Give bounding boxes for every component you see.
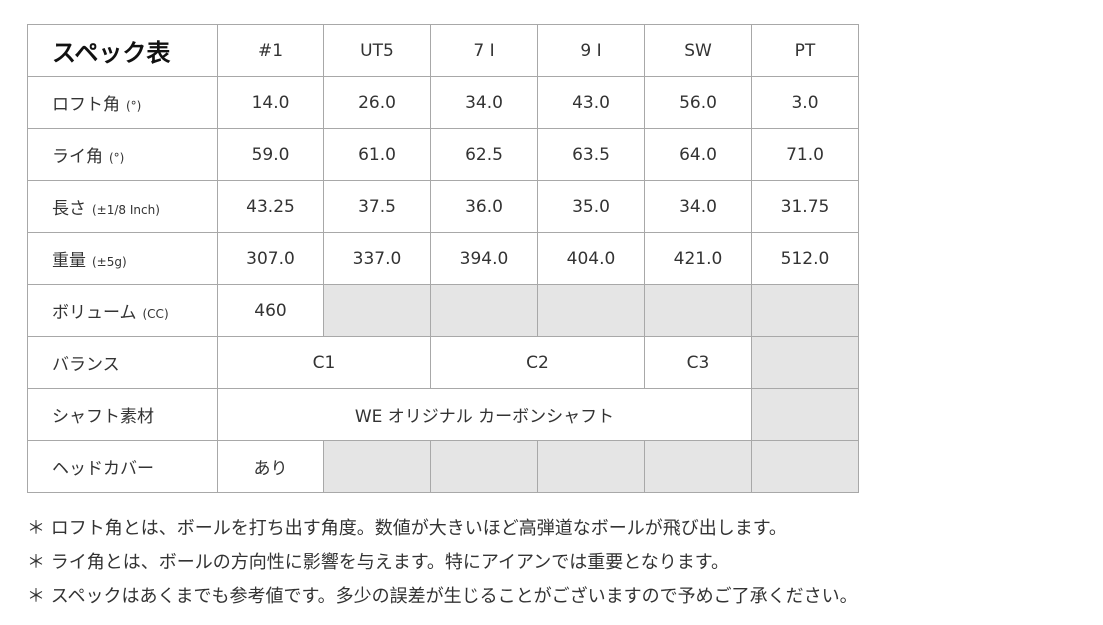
- row-label: 重量 (±5g): [27, 232, 218, 285]
- cell: C1: [217, 336, 431, 389]
- row-length: 長さ (±1/8 Inch) 43.25 37.5 36.0 35.0 34.0 …: [27, 180, 859, 233]
- cell: 56.0: [644, 76, 752, 129]
- cell: 512.0: [751, 232, 859, 285]
- empty-cell: [323, 284, 431, 337]
- cell: 404.0: [537, 232, 645, 285]
- row-label: ロフト角 (°): [27, 76, 218, 129]
- empty-cell: [644, 440, 752, 493]
- cell: C2: [430, 336, 645, 389]
- row-volume: ボリューム (CC) 460: [27, 284, 859, 337]
- cell: 460: [217, 284, 324, 337]
- col-header: PT: [751, 24, 859, 77]
- empty-cell: [430, 440, 538, 493]
- row-loft: ロフト角 (°) 14.0 26.0 34.0 43.0 56.0 3.0: [27, 76, 859, 129]
- cell: 37.5: [323, 180, 431, 233]
- cell: 35.0: [537, 180, 645, 233]
- cell: 31.75: [751, 180, 859, 233]
- cell: 43.0: [537, 76, 645, 129]
- cell: 337.0: [323, 232, 431, 285]
- col-header: #1: [217, 24, 324, 77]
- cell: 34.0: [430, 76, 538, 129]
- empty-cell: [644, 284, 752, 337]
- row-lie: ライ角 (°) 59.0 61.0 62.5 63.5 64.0 71.0: [27, 128, 859, 181]
- table-title: スペック表: [27, 24, 218, 77]
- row-label: バランス: [27, 336, 218, 389]
- cell: 63.5: [537, 128, 645, 181]
- empty-cell: [751, 440, 859, 493]
- col-header: 9 I: [537, 24, 645, 77]
- cell: 71.0: [751, 128, 859, 181]
- row-balance: バランス C1 C2 C3: [27, 336, 859, 389]
- spec-table: スペック表 #1 UT5 7 I 9 I SW PT ロフト角 (°) 14.0 …: [27, 24, 859, 493]
- col-header: 7 I: [430, 24, 538, 77]
- empty-cell: [751, 284, 859, 337]
- empty-cell: [751, 388, 859, 441]
- empty-cell: [751, 336, 859, 389]
- cell: C3: [644, 336, 752, 389]
- cell: 62.5: [430, 128, 538, 181]
- note: ＊ ロフト角とは、ボールを打ち出す角度。数値が大きいほど高弾道なボールが飛び出し…: [27, 518, 787, 539]
- row-label: ヘッドカバー: [27, 440, 218, 493]
- note: ＊ ライ角とは、ボールの方向性に影響を与えます。特にアイアンでは重要となります。: [27, 552, 729, 573]
- cell: 59.0: [217, 128, 324, 181]
- cell: 61.0: [323, 128, 431, 181]
- cell: 36.0: [430, 180, 538, 233]
- cell: 394.0: [430, 232, 538, 285]
- col-header: SW: [644, 24, 752, 77]
- cell: 307.0: [217, 232, 324, 285]
- empty-cell: [323, 440, 431, 493]
- header-row: スペック表 #1 UT5 7 I 9 I SW PT: [27, 24, 859, 77]
- empty-cell: [537, 284, 645, 337]
- note: ＊ スペックはあくまでも参考値です。多少の誤差が生じることがございますので予めご…: [27, 586, 858, 607]
- empty-cell: [430, 284, 538, 337]
- col-header: UT5: [323, 24, 431, 77]
- empty-cell: [537, 440, 645, 493]
- cell: WE オリジナル カーボンシャフト: [217, 388, 752, 441]
- cell: 64.0: [644, 128, 752, 181]
- row-label: ボリューム (CC): [27, 284, 218, 337]
- cell: 34.0: [644, 180, 752, 233]
- row-headcover: ヘッドカバー あり: [27, 440, 859, 493]
- row-label: ライ角 (°): [27, 128, 218, 181]
- notes: ＊ ロフト角とは、ボールを打ち出す角度。数値が大きいほど高弾道なボールが飛び出し…: [27, 512, 858, 614]
- cell: 421.0: [644, 232, 752, 285]
- row-weight: 重量 (±5g) 307.0 337.0 394.0 404.0 421.0 51…: [27, 232, 859, 285]
- cell: 14.0: [217, 76, 324, 129]
- row-label: シャフト素材: [27, 388, 218, 441]
- row-shaft: シャフト素材 WE オリジナル カーボンシャフト: [27, 388, 859, 441]
- cell: 43.25: [217, 180, 324, 233]
- cell: 26.0: [323, 76, 431, 129]
- row-label: 長さ (±1/8 Inch): [27, 180, 218, 233]
- cell: 3.0: [751, 76, 859, 129]
- cell: あり: [217, 440, 324, 493]
